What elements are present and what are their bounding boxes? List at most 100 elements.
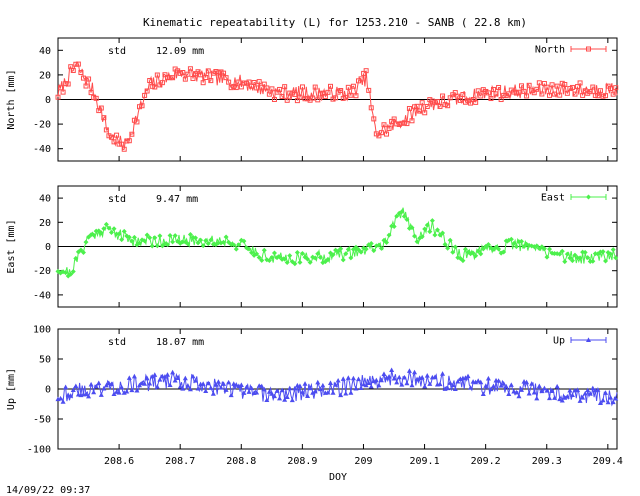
north-point (139, 103, 145, 109)
up-point (243, 384, 249, 390)
east-point (101, 226, 107, 232)
up-point (327, 380, 333, 385)
east-point (317, 254, 323, 260)
up-markers (55, 367, 619, 405)
north-point (159, 80, 165, 86)
north-point (511, 89, 517, 95)
east-point (282, 256, 288, 262)
east-ytick-label: 20 (39, 218, 51, 229)
east-point (460, 258, 466, 264)
north-point (590, 84, 596, 90)
north-point (124, 138, 130, 144)
north-point (592, 92, 598, 98)
east-point (427, 229, 433, 235)
north-point (78, 70, 84, 76)
up-point (577, 398, 583, 403)
up-point (483, 383, 489, 388)
north-point (603, 93, 609, 99)
east-point (287, 253, 293, 259)
up-point (552, 395, 558, 400)
north-point (462, 99, 468, 105)
up-point (350, 375, 356, 381)
up-point (564, 394, 570, 399)
east-std-value: 9.47 mm (156, 194, 198, 205)
north-point (457, 97, 463, 103)
north-ytick-label: 20 (39, 70, 51, 81)
north-ytick-label: -40 (33, 144, 51, 155)
up-point (119, 384, 125, 390)
east-point (147, 235, 153, 241)
north-point (493, 91, 499, 97)
north-point (215, 70, 221, 76)
panel-east: 40 20 0 -20 -40 East [mm] std 9.47 mm East (6, 185, 619, 308)
north-point (470, 96, 476, 102)
up-point (277, 395, 283, 401)
up-point (498, 383, 504, 388)
east-point (445, 245, 451, 251)
up-point (246, 389, 252, 394)
north-point (366, 87, 372, 93)
north-point (200, 80, 206, 86)
east-ytick-label: -20 (33, 266, 51, 277)
east-point (73, 255, 79, 261)
up-point (282, 397, 288, 402)
east-point (422, 226, 428, 232)
north-point (338, 88, 344, 94)
north-point (498, 97, 504, 103)
north-point (96, 108, 102, 114)
east-point (343, 251, 349, 257)
up-point (478, 379, 484, 385)
north-point (108, 134, 114, 140)
up-point (356, 376, 362, 382)
east-point (223, 234, 229, 240)
north-point (218, 69, 224, 75)
up-point (557, 396, 563, 402)
up-point (233, 382, 239, 387)
up-point (182, 375, 188, 381)
north-point (552, 91, 558, 97)
up-point (215, 379, 221, 384)
east-point (200, 243, 206, 249)
up-ytick-label: 100 (33, 325, 51, 336)
up-point (124, 388, 130, 394)
north-ytick-label: -20 (33, 120, 51, 131)
east-point (567, 255, 573, 261)
east-point (149, 243, 155, 249)
up-point (147, 380, 153, 386)
north-point (312, 84, 318, 90)
east-point (231, 242, 237, 248)
east-point (193, 235, 199, 241)
east-point (63, 270, 69, 276)
up-point (249, 385, 255, 391)
east-point (187, 231, 193, 237)
east-point (513, 244, 519, 250)
east-point (562, 259, 568, 265)
north-point (205, 68, 211, 74)
up-point (412, 369, 418, 375)
east-point (600, 249, 606, 255)
north-point (549, 82, 555, 88)
north-point (460, 92, 466, 98)
north-point (371, 116, 377, 122)
up-point (289, 397, 295, 403)
up-point (134, 387, 140, 393)
up-point (162, 373, 168, 379)
east-point (266, 257, 272, 263)
north-point (399, 120, 405, 126)
north-point (381, 122, 387, 128)
east-point (564, 251, 570, 257)
east-point (126, 234, 132, 240)
east-ytick-label: -40 (33, 290, 51, 301)
east-point (340, 257, 346, 263)
east-point (68, 271, 74, 277)
up-point (305, 393, 311, 398)
north-point (348, 92, 354, 98)
up-point (218, 385, 224, 390)
north-point (243, 80, 249, 86)
north-point (180, 70, 186, 76)
north-point (419, 100, 425, 106)
up-point (381, 371, 387, 376)
north-point (516, 89, 522, 95)
up-point (274, 388, 280, 393)
north-point (177, 70, 183, 76)
